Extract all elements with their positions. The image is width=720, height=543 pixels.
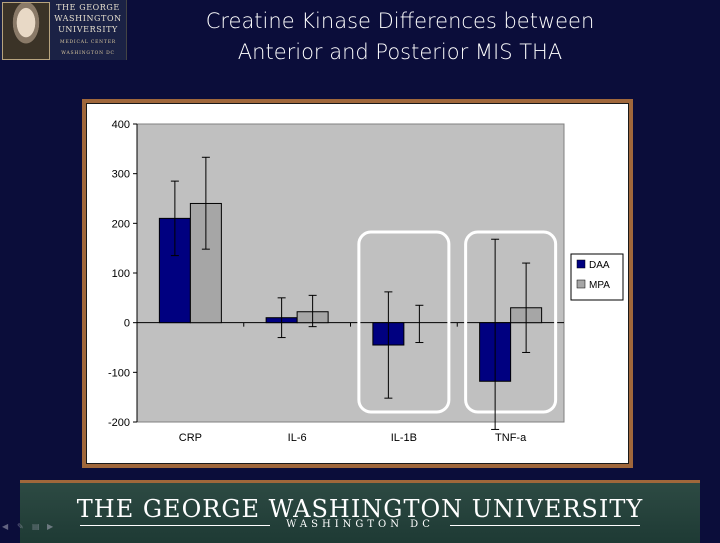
x-tick-label: IL-1B — [391, 432, 417, 444]
slide-title-line-1: Creatine Kinase Differences between — [205, 9, 595, 33]
y-tick-label: -100 — [108, 367, 130, 379]
university-logo: THE GEORGE WASHINGTON UNIVERSITY MEDICAL… — [0, 0, 127, 60]
highlight-box-il-1b — [357, 230, 451, 414]
pen-icon[interactable]: ✎ — [17, 522, 24, 531]
footer-rule-left — [80, 525, 270, 526]
footer-banner: THE GEORGE WASHINGTON UNIVERSITY WASHING… — [20, 480, 700, 543]
washington-portrait-icon — [2, 2, 50, 60]
legend-swatch-daa — [576, 259, 586, 269]
logo-line-5: WASHINGTON DC — [61, 51, 115, 56]
x-tick-label: CRP — [179, 432, 202, 444]
slide-title: Creatine Kinase Differences between Ante… — [140, 6, 660, 68]
x-tick-label: IL-6 — [288, 432, 307, 444]
menu-icon[interactable]: ▤ — [32, 522, 40, 531]
legend-label-daa: DAA — [589, 260, 610, 271]
legend-swatch-mpa — [576, 279, 586, 289]
highlight-box-tnf-a — [464, 230, 558, 414]
bar-chart: -200 -100 0 100 200 300 400 CRP IL-6 IL-1B TNF-a DA… — [108, 119, 624, 444]
y-tick-label: 100 — [112, 268, 130, 280]
legend: DAA MPA — [570, 253, 624, 301]
logo-line-4: MEDICAL CENTER — [60, 40, 116, 45]
y-tick-label: 200 — [112, 218, 130, 230]
logo-line-3: UNIVERSITY — [58, 25, 118, 34]
logo-line-2: WASHINGTON — [54, 14, 122, 23]
next-slide-icon[interactable]: ▶ — [47, 522, 54, 531]
legend-label-mpa: MPA — [589, 280, 610, 291]
y-tick-label: 400 — [112, 119, 130, 131]
prev-slide-icon[interactable]: ◀ — [2, 522, 9, 531]
y-tick-label: -200 — [108, 417, 130, 429]
chart-area: -200 -100 0 100 200 300 400 CRP IL-6 IL-1B TNF-a DA… — [86, 103, 629, 464]
chart-frame: -200 -100 0 100 200 300 400 CRP IL-6 IL-1B TNF-a DA… — [82, 99, 633, 468]
slide-title-line-2: Anterior and Posterior MIS THA — [237, 40, 563, 64]
y-tick-label: 300 — [112, 169, 130, 181]
logo-line-1: THE GEORGE — [56, 3, 120, 12]
footer-subtitle: WASHINGTON DC — [286, 519, 434, 530]
x-tick-label: TNF-a — [495, 432, 527, 444]
slide-nav: ◀ ✎ ▤ ▶ — [2, 522, 56, 531]
footer-rule-right — [450, 525, 640, 526]
footer-title: THE GEORGE WASHINGTON UNIVERSITY — [76, 495, 644, 523]
y-tick-label: 0 — [124, 318, 130, 330]
